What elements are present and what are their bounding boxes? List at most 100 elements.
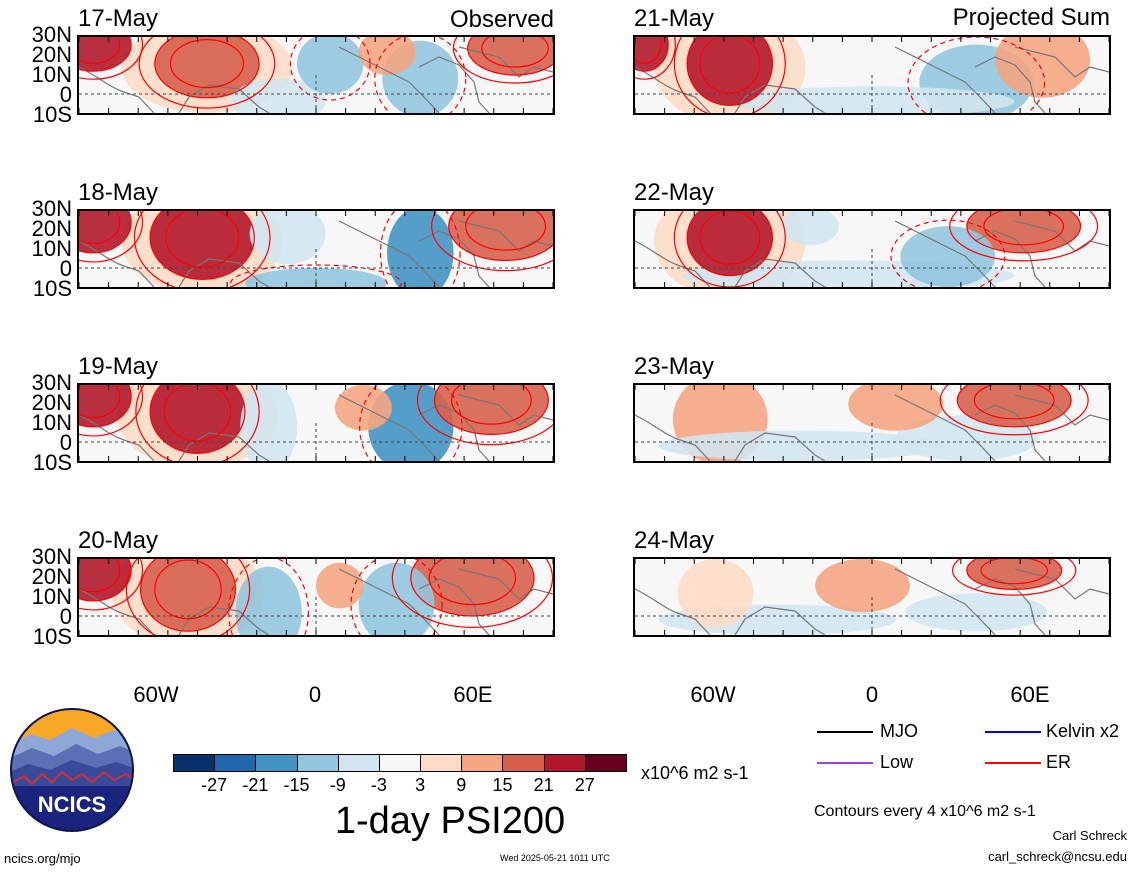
er-contour <box>980 559 1048 585</box>
colorbar-label: -21 <box>242 775 269 795</box>
anomaly-shading <box>79 385 132 427</box>
colorbar-label: 3 <box>415 775 426 795</box>
map-panel-svg <box>79 385 553 461</box>
ytick-label: 10N <box>31 410 72 435</box>
legend-line-low <box>817 762 873 764</box>
ytick-label: 30N <box>31 196 72 221</box>
colorbar-label: 21 <box>533 775 554 795</box>
legend-label-er: ER <box>1046 752 1072 772</box>
er-contour-dashed <box>359 385 463 461</box>
colorbar-segment <box>543 754 586 772</box>
map-panel-svg <box>79 37 553 113</box>
er-contour <box>140 559 237 632</box>
er-contour-dashed <box>350 559 443 635</box>
er-contour <box>699 37 761 94</box>
coastline <box>635 394 1109 461</box>
colorbar-label: 27 <box>574 775 595 795</box>
panel-date-label: 20-May <box>78 527 159 554</box>
colorbar-label: -27 <box>201 775 228 795</box>
er-contour <box>673 37 786 113</box>
xtick-0-right: 0 <box>865 682 879 707</box>
ytick-label: 10S <box>32 102 72 127</box>
anomaly-shading <box>905 593 1048 632</box>
xtick-60w-left: 60W <box>133 682 179 707</box>
er-contour <box>79 37 132 72</box>
colorbar-label: -3 <box>370 775 387 795</box>
er-contour <box>79 37 144 80</box>
contour-note: Contours every 4 x10^6 m2 s-1 <box>814 803 1036 820</box>
ytick-label: 10N <box>31 62 72 87</box>
observed-label: Observed <box>449 6 554 33</box>
colorbar-segment <box>378 754 422 772</box>
logo-text: NCICS <box>38 792 106 817</box>
anomaly-shading <box>815 559 910 613</box>
ytick-label: 10N <box>31 584 72 609</box>
er-contour <box>79 559 144 611</box>
er-contour-dashed <box>230 264 402 287</box>
anomaly-shading <box>358 562 435 635</box>
er-contour <box>973 385 1055 420</box>
map-panel-svg <box>79 559 553 635</box>
colorbar-label: -15 <box>283 775 310 795</box>
er-contour <box>686 211 774 277</box>
xtick-60e-right: 60E <box>1010 682 1050 707</box>
anomaly-shading <box>687 211 773 276</box>
panel-date-label: 22-May <box>634 179 715 206</box>
er-contour <box>154 559 222 620</box>
anomaly-shading <box>900 226 996 287</box>
timestamp: Wed 2025-05-21 1011 UTC <box>500 853 610 863</box>
er-contour <box>391 559 553 628</box>
colorbar-segment <box>584 754 627 772</box>
ytick-label: 20N <box>31 42 72 67</box>
er-contour <box>163 385 232 442</box>
coastline <box>635 568 1109 635</box>
er-contour-dashed <box>374 37 467 113</box>
xtick-60e-left: 60E <box>453 682 493 707</box>
er-contour <box>431 211 553 272</box>
er-contour <box>138 37 276 109</box>
er-contour <box>686 37 774 106</box>
er-contour <box>433 385 549 435</box>
anomaly-shading <box>235 566 302 635</box>
colorbar-segment <box>214 754 257 772</box>
map-panel <box>77 35 555 115</box>
legend-line-kelvin <box>985 731 1041 733</box>
er-contour <box>79 559 132 602</box>
anomaly-shading <box>358 37 416 75</box>
anomaly-shading <box>781 211 839 246</box>
er-contour <box>154 37 260 99</box>
anomaly-shading <box>150 385 245 454</box>
er-contour-dashed <box>907 37 1046 113</box>
map-panel <box>633 209 1111 289</box>
er-contour <box>635 37 662 64</box>
ytick-label: 20N <box>31 564 72 589</box>
ytick-label: 0 <box>59 82 72 107</box>
anomaly-shading <box>79 211 132 253</box>
anomaly-shading <box>677 559 754 628</box>
map-panel-svg <box>635 559 1109 635</box>
legend-line-mjo <box>817 731 873 733</box>
site-url: ncics.org/mjo <box>4 851 81 866</box>
ncics-logo: NCICS <box>10 708 134 832</box>
panel-date-label: 18-May <box>78 179 159 206</box>
colorbar-segment <box>461 754 504 772</box>
colorbar-label: 9 <box>456 775 467 795</box>
anomaly-shading <box>154 37 260 98</box>
er-contour <box>635 37 676 80</box>
anomaly-shading <box>687 37 773 106</box>
er-contour <box>125 559 251 635</box>
colorbar-segment <box>255 754 298 772</box>
er-contour <box>79 385 132 428</box>
xtick-60w-right: 60W <box>690 682 736 707</box>
er-contour <box>949 211 1099 262</box>
er-contour <box>79 211 132 254</box>
panel-date-label: 23-May <box>634 353 715 380</box>
anomaly-shading <box>150 211 255 280</box>
panel-date-label: 24-May <box>634 527 715 554</box>
er-contour <box>410 559 535 617</box>
map-panel <box>633 383 1111 463</box>
anomaly-shading <box>434 385 549 435</box>
ytick-label: 10S <box>32 624 72 649</box>
er-contour <box>966 559 1063 590</box>
anomaly-shading <box>848 385 944 431</box>
